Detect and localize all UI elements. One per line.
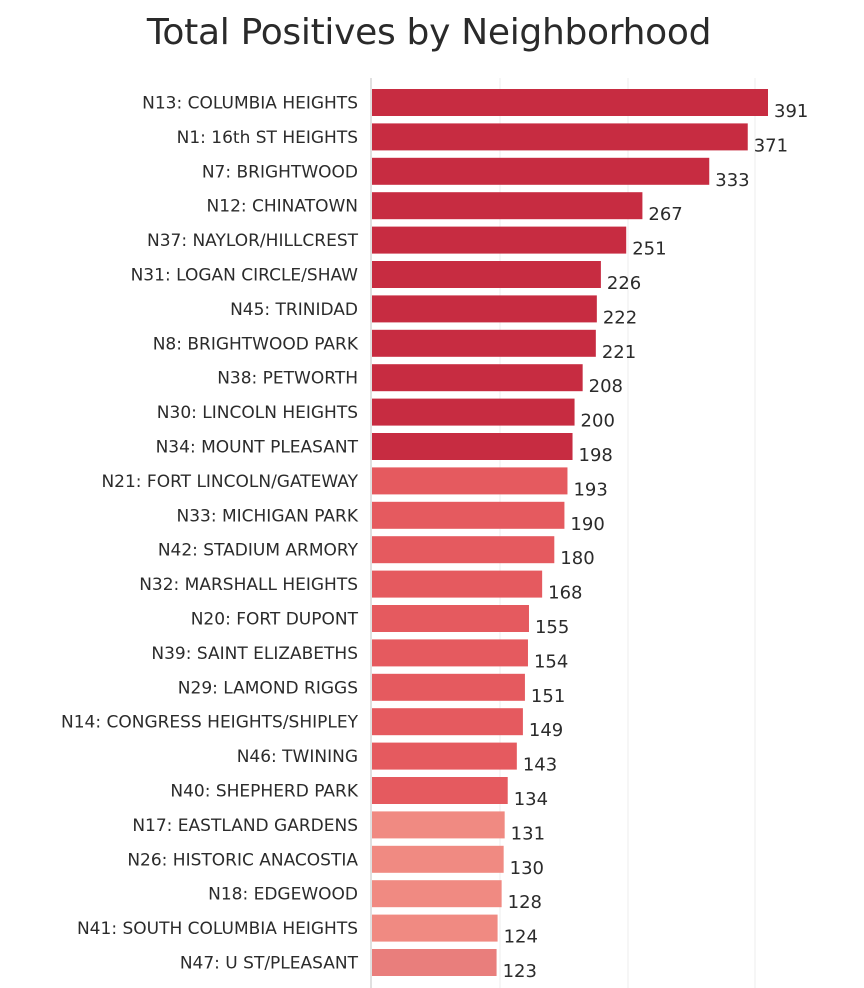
bar[interactable] [372,89,768,116]
category-label: N34: MOUNT PLEASANT [156,438,359,458]
category-label: N13: COLUMBIA HEIGHTS [142,94,358,114]
value-label: 222 [603,307,637,328]
value-label: 134 [514,789,548,810]
bar[interactable] [372,226,627,254]
bar[interactable] [372,398,575,426]
chart-title: Total Positives by Neighborhood [146,12,712,53]
bar[interactable] [372,949,497,976]
value-label: 180 [560,548,594,569]
value-label: 391 [774,101,808,122]
value-label: 371 [754,135,788,156]
category-label: N46: TWINING [237,747,358,767]
bar[interactable] [372,605,529,632]
bar[interactable] [372,433,573,460]
bar[interactable] [372,123,748,151]
value-label: 198 [579,445,613,466]
value-label: 155 [535,617,569,638]
bar[interactable] [372,157,710,185]
value-label: 208 [589,376,623,397]
value-label: 128 [508,892,542,913]
category-label: N32: MARSHALL HEIGHTS [139,575,358,595]
bar[interactable] [372,570,543,598]
bar[interactable] [372,364,583,392]
category-label: N42: STADIUM ARMORY [158,541,359,561]
bar[interactable] [372,329,596,357]
bar[interactable] [372,673,525,701]
value-label: 221 [602,342,636,363]
bar[interactable] [372,501,565,529]
category-label: N38: PETWORTH [217,369,358,389]
category-label: N40: SHEPHERD PARK [170,782,358,802]
category-label: N30: LINCOLN HEIGHTS [157,403,358,423]
category-label: N12: CHINATOWN [207,197,358,217]
category-label: N26: HISTORIC ANACOSTIA [127,850,358,870]
category-label: N8: BRIGHTWOOD PARK [153,334,359,354]
category-label: N17: EASTLAND GARDENS [132,816,358,836]
category-label: N31: LOGAN CIRCLE/SHAW [131,266,359,286]
category-label: N1: 16th ST HEIGHTS [177,128,358,148]
bar[interactable] [372,880,502,908]
value-label: 131 [511,823,545,844]
bar[interactable] [372,777,508,804]
bar[interactable] [372,639,528,667]
bar[interactable] [372,295,597,323]
category-label: N45: TRINIDAD [230,300,358,320]
value-label: 267 [648,204,682,225]
value-label: 124 [504,927,538,948]
category-label: N47: U ST/PLEASANT [180,954,359,974]
bar[interactable] [372,261,601,288]
bar[interactable] [372,742,517,770]
value-label: 251 [632,239,666,260]
value-label: 168 [548,583,582,604]
value-label: 190 [570,514,604,535]
category-label: N20: FORT DUPONT [191,610,359,630]
value-label: 151 [531,686,565,707]
category-label: N39: SAINT ELIZABETHS [151,644,358,664]
value-label: 130 [510,858,544,879]
value-label: 149 [529,720,563,741]
value-label: 333 [715,170,749,191]
bar[interactable] [372,914,498,942]
category-label: N33: MICHIGAN PARK [176,506,358,526]
value-label: 154 [534,651,568,672]
bar[interactable] [372,845,504,873]
bar[interactable] [372,708,523,736]
value-label: 143 [523,755,557,776]
bar[interactable] [372,536,555,564]
category-label: N41: SOUTH COLUMBIA HEIGHTS [77,919,358,939]
value-label: 226 [607,273,641,294]
category-label: N14: CONGRESS HEIGHTS/SHIPLEY [61,713,359,733]
value-label: 193 [573,479,607,500]
category-label: N18: EDGEWOOD [208,885,358,905]
value-label: 200 [581,411,615,432]
category-label: N29: LAMOND RIGGS [178,678,358,698]
bar[interactable] [372,192,643,220]
category-label: N37: NAYLOR/HILLCREST [147,231,359,251]
category-label: N7: BRIGHTWOOD [202,162,358,182]
category-label: N21: FORT LINCOLN/GATEWAY [101,472,358,492]
bar[interactable] [372,467,568,495]
bar[interactable] [372,811,505,839]
value-label: 123 [503,961,537,982]
